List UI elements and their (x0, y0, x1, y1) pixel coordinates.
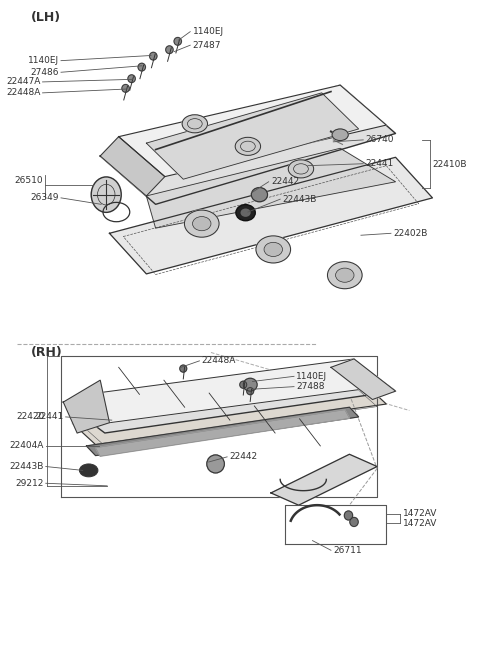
Text: 1140EJ: 1140EJ (296, 372, 327, 381)
Polygon shape (72, 383, 386, 444)
Ellipse shape (236, 204, 255, 221)
Ellipse shape (288, 160, 313, 178)
Text: 22448A: 22448A (6, 89, 40, 97)
Polygon shape (109, 157, 432, 274)
Ellipse shape (240, 381, 247, 388)
Ellipse shape (327, 261, 362, 289)
Text: 22443B: 22443B (9, 462, 44, 471)
Polygon shape (86, 407, 359, 455)
Ellipse shape (138, 63, 145, 71)
Ellipse shape (180, 365, 187, 372)
Ellipse shape (240, 208, 251, 217)
Ellipse shape (128, 75, 135, 83)
Polygon shape (77, 359, 386, 422)
Ellipse shape (344, 511, 353, 520)
Polygon shape (271, 454, 377, 505)
Polygon shape (96, 410, 349, 456)
Text: 27488: 27488 (296, 382, 325, 391)
Text: (RH): (RH) (31, 346, 63, 359)
Polygon shape (146, 148, 396, 228)
Text: (LH): (LH) (31, 11, 61, 24)
Polygon shape (331, 359, 396, 399)
Ellipse shape (192, 217, 211, 231)
Polygon shape (119, 85, 386, 177)
Text: 22441: 22441 (366, 159, 394, 168)
Text: 22442: 22442 (271, 177, 299, 186)
Ellipse shape (184, 210, 219, 237)
Text: 22443B: 22443B (283, 195, 317, 204)
Text: 22448A: 22448A (202, 356, 236, 366)
Text: 22420: 22420 (17, 412, 45, 421)
Text: 1140EJ: 1140EJ (27, 56, 59, 65)
Text: 1472AV: 1472AV (402, 509, 437, 518)
Text: 22442: 22442 (229, 452, 258, 461)
Text: 1472AV: 1472AV (402, 519, 437, 528)
Text: 22402B: 22402B (393, 229, 428, 238)
Ellipse shape (235, 137, 261, 155)
Text: 26510: 26510 (14, 176, 43, 185)
Ellipse shape (80, 464, 98, 477)
Ellipse shape (174, 38, 181, 45)
Ellipse shape (264, 243, 283, 256)
Ellipse shape (332, 129, 348, 140)
Ellipse shape (243, 378, 257, 391)
Text: 26711: 26711 (333, 546, 362, 554)
Polygon shape (146, 93, 359, 179)
Ellipse shape (252, 188, 267, 202)
Polygon shape (63, 360, 396, 433)
Ellipse shape (182, 115, 207, 133)
Text: 26740: 26740 (366, 135, 394, 144)
Ellipse shape (91, 177, 121, 212)
Polygon shape (100, 137, 165, 196)
Text: 22404A: 22404A (9, 441, 44, 450)
Ellipse shape (166, 46, 173, 54)
Text: 22441: 22441 (35, 412, 63, 421)
Text: 27487: 27487 (192, 41, 221, 50)
Text: 22447A: 22447A (6, 78, 40, 87)
Text: 1140EJ: 1140EJ (192, 27, 224, 36)
Ellipse shape (122, 85, 129, 93)
Text: 29212: 29212 (15, 479, 44, 488)
Ellipse shape (150, 52, 157, 60)
Ellipse shape (256, 236, 290, 263)
Text: 22410B: 22410B (432, 160, 467, 169)
Ellipse shape (336, 268, 354, 282)
Polygon shape (63, 380, 109, 433)
Ellipse shape (207, 455, 224, 473)
Ellipse shape (247, 388, 253, 395)
Polygon shape (100, 85, 396, 204)
Text: 27486: 27486 (30, 68, 59, 77)
Ellipse shape (350, 518, 358, 527)
Text: 26349: 26349 (30, 193, 59, 203)
